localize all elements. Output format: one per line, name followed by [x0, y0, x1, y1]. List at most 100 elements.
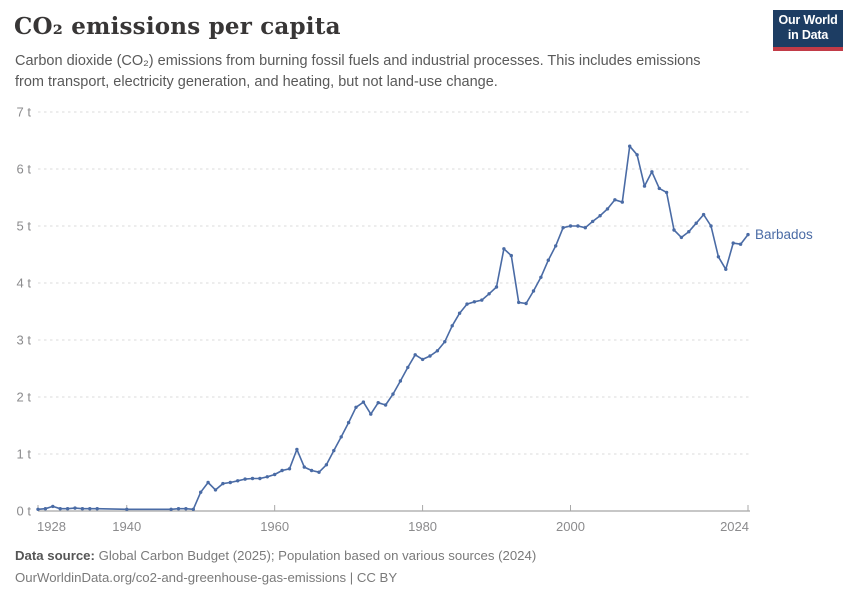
y-tick-label: 6 t	[17, 162, 32, 177]
owid-logo-line-1: Our World	[778, 13, 838, 27]
data-point-marker	[664, 190, 669, 195]
data-point-marker	[295, 447, 299, 452]
chart-subtitle: Carbon dioxide (CO₂) emissions from burn…	[15, 51, 701, 93]
data-point-marker	[687, 230, 691, 234]
data-point-marker	[709, 224, 713, 228]
y-tick-label: 3 t	[17, 333, 32, 348]
x-tick-label: 1980	[408, 519, 437, 534]
data-point-marker	[494, 285, 499, 289]
data-point-marker	[428, 354, 432, 358]
data-point-marker	[51, 504, 55, 509]
data-point-marker	[657, 186, 661, 191]
data-point-marker	[509, 253, 513, 258]
data-point-marker	[287, 467, 292, 471]
data-point-marker	[199, 490, 203, 494]
data-point-marker	[746, 232, 750, 237]
data-point-marker	[317, 470, 321, 474]
data-point-marker	[679, 235, 684, 240]
data-point-marker	[302, 465, 306, 469]
data-point-marker	[176, 507, 181, 511]
data-point-marker	[413, 353, 417, 357]
data-point-marker	[487, 292, 491, 296]
data-point-marker	[583, 226, 587, 230]
y-tick-label: 2 t	[17, 390, 32, 405]
chart-subtitle-line-1: Carbon dioxide (CO₂) emissions from burn…	[15, 53, 701, 69]
data-point-marker	[472, 300, 477, 304]
data-point-marker	[258, 476, 262, 481]
data-point-marker	[125, 507, 129, 511]
data-point-marker	[309, 468, 314, 473]
data-point-marker	[531, 289, 536, 293]
data-point-marker	[376, 401, 380, 405]
data-point-marker	[346, 420, 351, 425]
data-point-marker	[236, 479, 240, 483]
data-point-marker	[443, 340, 447, 344]
data-point-marker	[221, 481, 225, 486]
data-point-marker	[613, 198, 617, 202]
data-point-marker	[635, 153, 639, 157]
data-point-marker	[591, 219, 595, 224]
data-point-marker	[561, 226, 565, 230]
chart-footer: Data source: Global Carbon Budget (2025)…	[15, 545, 536, 589]
owid-logo: Our World in Data	[773, 10, 843, 51]
data-point-marker	[191, 507, 195, 511]
data-point-marker	[65, 507, 70, 511]
series-end-label: Barbados	[755, 227, 813, 242]
data-point-marker	[206, 480, 210, 485]
data-point-marker	[546, 258, 550, 262]
data-point-marker	[650, 170, 654, 174]
data-point-marker	[339, 435, 343, 439]
y-tick-label: 0 t	[17, 504, 32, 519]
data-point-marker	[273, 472, 277, 477]
data-point-marker	[332, 448, 336, 453]
x-tick-label: 2024	[720, 519, 749, 534]
data-point-marker	[480, 298, 484, 302]
data-point-marker	[620, 200, 624, 204]
chart-canvas[interactable]: 0 t 1 t 2 t 3 t 4 t 5 t 6 t 7 t 1928 1940 1960 1980…	[0, 95, 850, 545]
footer-url: OurWorldinData.org/co2-and-greenhouse-ga…	[15, 570, 398, 585]
data-source-label: Data source:	[15, 548, 95, 563]
data-point-marker	[43, 507, 48, 511]
data-point-marker	[354, 405, 358, 409]
data-point-marker	[465, 302, 469, 306]
data-point-marker	[568, 224, 573, 228]
data-point-marker	[36, 507, 40, 511]
data-point-marker	[672, 228, 676, 232]
chart-subtitle-line-2: from transport, electricity generation, …	[15, 74, 498, 90]
data-point-marker	[598, 214, 602, 218]
data-point-marker	[738, 242, 743, 246]
x-tick-label: 1960	[260, 519, 289, 534]
data-point-marker	[554, 244, 558, 248]
data-point-marker	[524, 301, 528, 306]
data-source-line: Data source: Global Carbon Budget (2025)…	[15, 545, 536, 567]
data-point-marker	[450, 324, 454, 328]
data-point-marker	[517, 300, 521, 305]
data-point-marker	[361, 400, 366, 404]
data-point-marker	[628, 144, 632, 148]
data-point-marker	[701, 212, 706, 217]
data-point-marker	[642, 184, 647, 188]
x-tick-label: 1940	[112, 519, 141, 534]
data-point-marker	[406, 365, 410, 370]
data-point-marker	[383, 403, 388, 407]
data-source-text: Global Carbon Budget (2025); Population …	[98, 548, 537, 563]
data-point-marker	[265, 475, 269, 479]
data-point-marker	[576, 224, 580, 228]
data-point-marker	[391, 392, 395, 396]
chart-title: CO₂ emissions per capita	[14, 13, 341, 40]
owid-logo-line-2: in Data	[787, 28, 829, 42]
data-point-marker	[228, 480, 232, 485]
data-point-marker	[324, 463, 329, 467]
data-point-marker	[716, 255, 721, 259]
data-point-marker	[80, 507, 85, 511]
data-point-marker	[243, 477, 247, 481]
data-point-marker	[250, 476, 255, 481]
data-point-marker	[457, 311, 462, 315]
data-point-marker	[731, 241, 735, 245]
data-point-marker	[539, 275, 543, 279]
data-point-marker	[435, 349, 440, 353]
data-point-marker	[58, 507, 62, 511]
data-point-marker	[398, 379, 403, 383]
x-tick-label: 1928	[37, 519, 66, 534]
data-point-marker	[724, 267, 728, 271]
